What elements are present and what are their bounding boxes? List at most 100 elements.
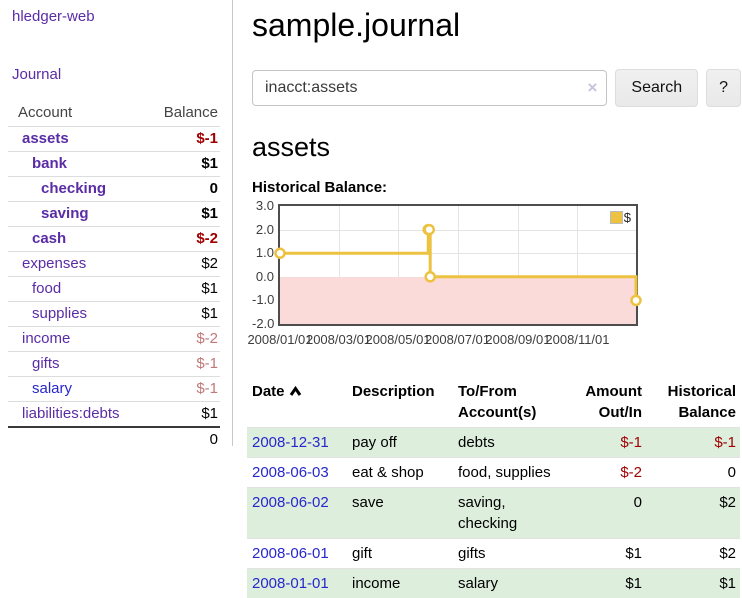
account-balance: $-2 — [142, 327, 220, 352]
y-axis-tick-label: 3.0 — [252, 198, 274, 213]
transaction-amount: 0 — [565, 488, 646, 539]
accounts-table: Account Balance assets $-1 bank $1 check… — [8, 100, 220, 452]
accounts-header-account: Account — [8, 100, 142, 127]
transaction-balance: $-1 — [646, 428, 740, 458]
register-header-description: Description — [347, 379, 453, 428]
y-axis-tick-label: 2.0 — [252, 222, 274, 237]
transaction-accounts: food, supplies — [453, 458, 565, 488]
account-row-food: food $1 — [8, 277, 220, 302]
accounts-header-balance: Balance — [142, 100, 220, 127]
accounts-total-row: 0 — [8, 427, 220, 452]
legend-swatch — [610, 211, 623, 224]
clear-search-icon[interactable]: × — [587, 78, 597, 98]
account-link-saving[interactable]: saving — [41, 205, 89, 222]
chart-legend: $ — [610, 210, 631, 225]
transaction-description: pay off — [347, 428, 453, 458]
transaction-amount: $1 — [565, 569, 646, 598]
sidebar: hledger-web Journal Account Balance asse… — [0, 0, 233, 446]
transaction-amount: $-1 — [565, 428, 646, 458]
account-row-checking: checking 0 — [8, 177, 220, 202]
accounts-total-value: 0 — [142, 427, 220, 452]
account-row-bank: bank $1 — [8, 152, 220, 177]
x-axis-tick-label: 2008/03/01 — [305, 332, 373, 347]
transaction-amount: $-2 — [565, 458, 646, 488]
transaction-date-link[interactable]: 2008-12-31 — [252, 434, 329, 451]
y-axis-tick-label: -2.0 — [252, 316, 274, 331]
y-axis-tick-label: 0.0 — [252, 269, 274, 284]
register-table: Date Description To/From Account(s) Amou… — [247, 379, 740, 598]
account-link-expenses[interactable]: expenses — [22, 255, 86, 272]
register-row: 2008-06-01 gift gifts $1 $2 — [247, 539, 740, 569]
transaction-balance: $2 — [646, 539, 740, 569]
account-link-liabilities-debts[interactable]: liabilities:debts — [22, 405, 120, 422]
x-axis-tick-label: 2008/05/01 — [364, 332, 432, 347]
account-row-salary: salary $-1 — [8, 377, 220, 402]
x-axis-tick-label: 2008/09/01 — [484, 332, 552, 347]
register-header-balance: Historical Balance — [646, 379, 740, 428]
transaction-balance: $2 — [646, 488, 740, 539]
sort-ascending-icon — [289, 386, 302, 397]
account-balance: 0 — [142, 177, 220, 202]
account-link-cash[interactable]: cash — [32, 230, 66, 247]
account-link-bank[interactable]: bank — [32, 155, 67, 172]
account-link-income[interactable]: income — [22, 330, 70, 347]
account-balance: $-2 — [142, 227, 220, 252]
account-balance: $1 — [142, 277, 220, 302]
account-row-cash: cash $-2 — [8, 227, 220, 252]
account-balance: $-1 — [142, 377, 220, 402]
account-row-assets: assets $-1 — [8, 127, 220, 152]
transaction-accounts: gifts — [453, 539, 565, 569]
account-balance: $1 — [142, 202, 220, 227]
search-input[interactable] — [252, 70, 607, 106]
chart-plot-area: $ — [278, 204, 638, 326]
account-balance: $-1 — [142, 352, 220, 377]
y-axis-tick-label: 1.0 — [252, 245, 274, 260]
account-link-salary[interactable]: salary — [32, 380, 72, 397]
account-row-supplies: supplies $1 — [8, 302, 220, 327]
search-button[interactable]: Search — [615, 69, 698, 107]
register-header-date[interactable]: Date — [247, 379, 347, 428]
y-axis-tick-label: -1.0 — [252, 292, 274, 307]
account-link-supplies[interactable]: supplies — [32, 305, 87, 322]
transaction-balance: 0 — [646, 458, 740, 488]
register-row: 2008-06-02 save saving, checking 0 $2 — [247, 488, 740, 539]
register-row: 2008-12-31 pay off debts $-1 $-1 — [247, 428, 740, 458]
register-row: 2008-01-01 income salary $1 $1 — [247, 569, 740, 598]
account-row-liabilities-debts: liabilities:debts $1 — [8, 402, 220, 428]
app-title-link[interactable]: hledger-web — [12, 8, 232, 25]
account-balance: $1 — [142, 152, 220, 177]
account-row-income: income $-2 — [8, 327, 220, 352]
transaction-description: eat & shop — [347, 458, 453, 488]
account-heading: assets — [252, 131, 741, 163]
register-row: 2008-06-03 eat & shop food, supplies $-2… — [247, 458, 740, 488]
account-link-checking[interactable]: checking — [41, 180, 106, 197]
main-content: sample.journal × Search ? assets Histori… — [252, 0, 741, 598]
account-row-expenses: expenses $2 — [8, 252, 220, 277]
transaction-description: save — [347, 488, 453, 539]
account-balance: $2 — [142, 252, 220, 277]
x-axis-tick-label: 2008/07/01 — [424, 332, 492, 347]
transaction-date-link[interactable]: 2008-06-02 — [252, 494, 329, 511]
account-link-food[interactable]: food — [32, 280, 61, 297]
register-header-accounts: To/From Account(s) — [453, 379, 565, 428]
account-link-assets[interactable]: assets — [22, 130, 69, 147]
account-balance: $1 — [142, 402, 220, 428]
transaction-date-link[interactable]: 2008-06-01 — [252, 545, 329, 562]
account-link-gifts[interactable]: gifts — [32, 355, 60, 372]
account-row-gifts: gifts $-1 — [8, 352, 220, 377]
x-axis-tick-label: 2008/11/01 — [543, 332, 611, 347]
transaction-amount: $1 — [565, 539, 646, 569]
transaction-accounts: saving, checking — [453, 488, 565, 539]
sidebar-item-journal[interactable]: Journal — [12, 66, 232, 83]
transaction-date-link[interactable]: 2008-06-03 — [252, 464, 329, 481]
help-button[interactable]: ? — [706, 69, 741, 107]
balance-line-series — [280, 206, 636, 324]
transaction-accounts: salary — [453, 569, 565, 598]
transaction-accounts: debts — [453, 428, 565, 458]
legend-label: $ — [624, 210, 631, 225]
transaction-balance: $1 — [646, 569, 740, 598]
transaction-date-link[interactable]: 2008-01-01 — [252, 575, 329, 592]
account-row-saving: saving $1 — [8, 202, 220, 227]
account-balance: $-1 — [142, 127, 220, 152]
